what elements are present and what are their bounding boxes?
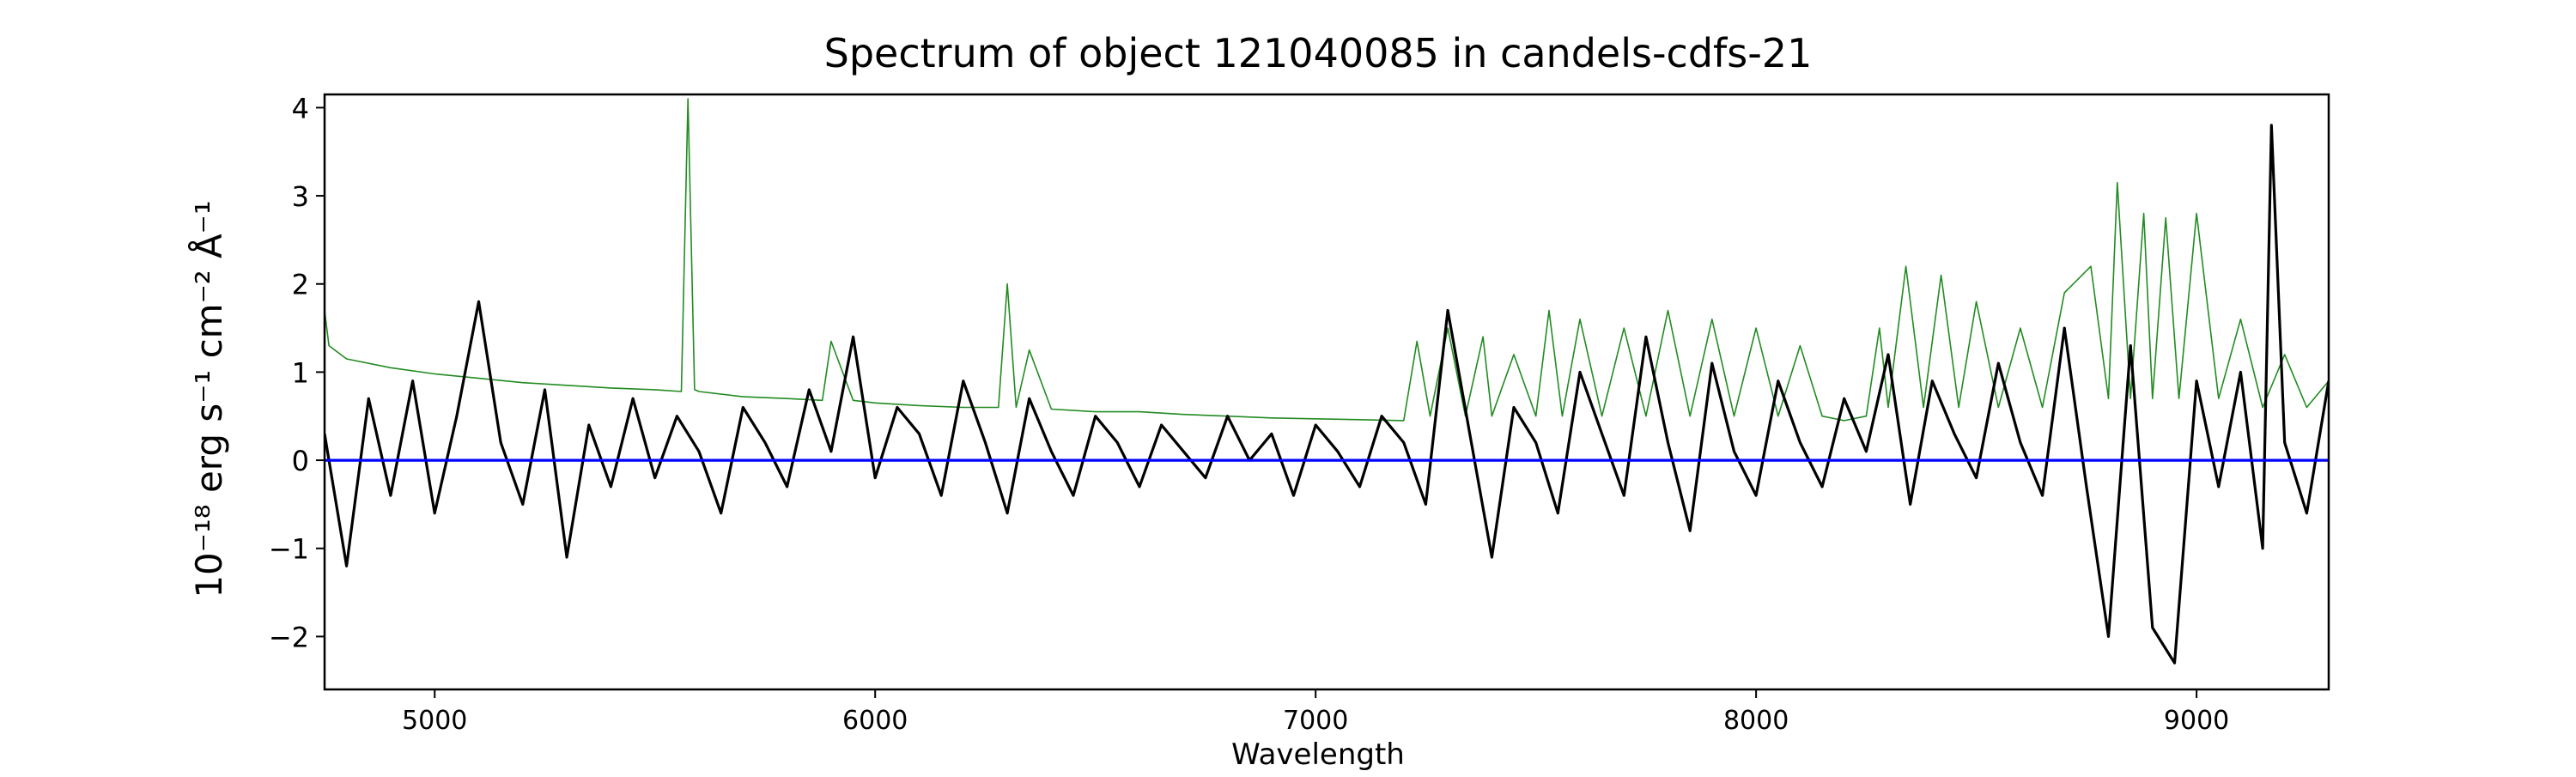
y-tick-label: 2 [292, 269, 309, 301]
chart-title: Spectrum of object 121040085 in candels-… [824, 30, 1813, 76]
x-tick-label: 9000 [2164, 706, 2229, 736]
x-tick-label: 6000 [842, 706, 908, 736]
noise-series-line [325, 98, 2329, 422]
x-tick-label: 8000 [1723, 706, 1789, 736]
x-axis: 5000 6000 7000 8000 9000 [402, 689, 2229, 736]
y-tick-label: 0 [292, 445, 309, 477]
y-tick-label: −1 [269, 533, 309, 566]
y-axis: −2 −1 0 1 2 3 4 [269, 92, 325, 653]
y-axis-label: 10⁻¹⁸ erg s⁻¹ cm⁻² Å⁻¹ [187, 200, 230, 598]
y-tick-label: 4 [292, 92, 309, 124]
x-tick-label: 7000 [1283, 706, 1348, 736]
y-tick-label: 1 [292, 356, 309, 389]
y-tick-label: −2 [269, 621, 309, 653]
plot-frame [323, 93, 2330, 691]
x-axis-label: Wavelength [1231, 738, 1405, 772]
plot-area [325, 98, 2329, 665]
y-tick-label: 3 [292, 180, 309, 213]
flux-series-line [325, 124, 2329, 665]
x-tick-label: 5000 [402, 706, 467, 736]
